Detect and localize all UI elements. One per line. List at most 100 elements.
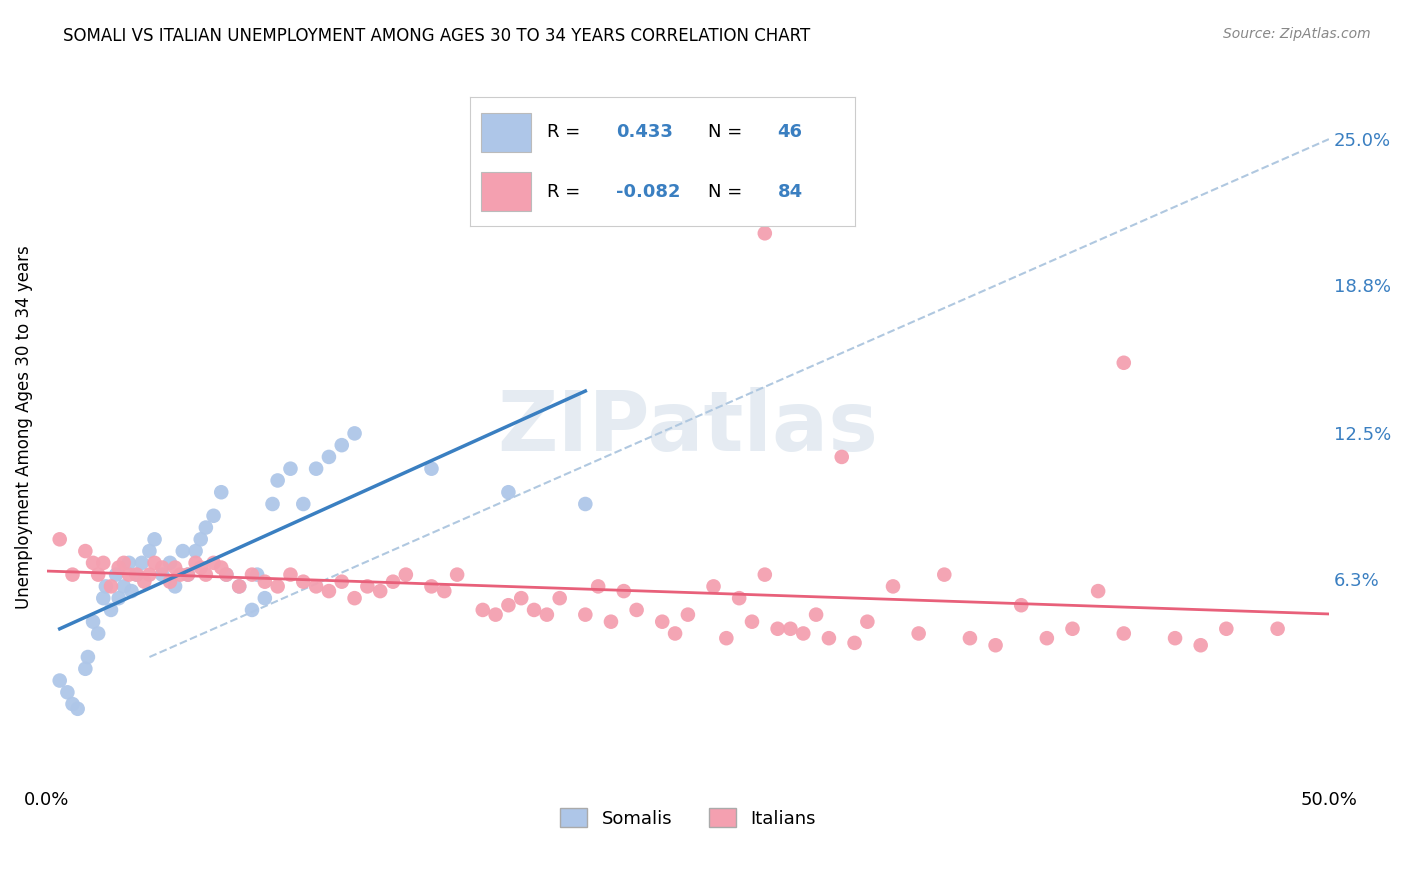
Point [159, 574, 181, 589]
Point [100, 579, 122, 593]
Point [1215, 622, 1237, 636]
Point [420, 579, 443, 593]
Point [280, 567, 302, 582]
Point [165, 560, 187, 574]
Point [343, 426, 366, 441]
Point [75, 544, 97, 558]
Point [134, 574, 156, 589]
Point [292, 574, 315, 589]
Point [831, 450, 853, 464]
Point [138, 567, 160, 582]
Point [318, 584, 340, 599]
Point [907, 626, 929, 640]
Point [82, 615, 104, 629]
Point [766, 622, 789, 636]
Point [87, 626, 110, 640]
Point [754, 227, 776, 241]
Point [107, 591, 129, 606]
Point [1087, 584, 1109, 599]
Point [184, 544, 207, 558]
Point [177, 567, 200, 582]
Point [741, 615, 763, 629]
Point [498, 485, 520, 500]
Point [626, 603, 648, 617]
Point [190, 560, 212, 574]
Point [240, 603, 263, 617]
Point [754, 567, 776, 582]
Point [91, 556, 114, 570]
Point [779, 622, 801, 636]
Point [112, 556, 135, 570]
Point [253, 574, 276, 589]
Point [600, 615, 623, 629]
Point [94, 579, 117, 593]
Point [1189, 638, 1212, 652]
Point [77, 650, 100, 665]
Point [792, 626, 814, 640]
Point [651, 615, 673, 629]
Point [844, 636, 866, 650]
Point [202, 508, 225, 523]
Point [664, 626, 686, 640]
Point [702, 579, 724, 593]
Point [484, 607, 506, 622]
Point [395, 567, 418, 582]
Point [246, 567, 269, 582]
Point [882, 579, 904, 593]
Point [510, 591, 533, 606]
Point [105, 567, 128, 582]
Point [536, 607, 558, 622]
Point [1112, 626, 1135, 640]
Point [266, 579, 288, 593]
Point [107, 560, 129, 574]
Point [728, 591, 751, 606]
Point [330, 438, 353, 452]
Point [48, 673, 70, 688]
Point [368, 584, 391, 599]
Point [62, 567, 84, 582]
Point [194, 520, 217, 534]
Point [498, 599, 520, 613]
Point [118, 556, 141, 570]
Point [1010, 599, 1032, 613]
Point [343, 591, 366, 606]
Point [121, 584, 143, 599]
Point [62, 697, 84, 711]
Point [228, 579, 250, 593]
Point [523, 603, 546, 617]
Point [292, 497, 315, 511]
Legend: Somalis, Italians: Somalis, Italians [553, 801, 823, 835]
Point [280, 461, 302, 475]
Point [150, 567, 173, 582]
Point [548, 591, 571, 606]
Point [165, 579, 187, 593]
Point [240, 567, 263, 582]
Point [91, 591, 114, 606]
Point [586, 579, 609, 593]
Point [190, 533, 212, 547]
Point [131, 556, 153, 570]
Text: ZIPatlas: ZIPatlas [498, 387, 879, 468]
Point [934, 567, 956, 582]
Point [48, 533, 70, 547]
Point [118, 567, 141, 582]
Text: SOMALI VS ITALIAN UNEMPLOYMENT AMONG AGES 30 TO 34 YEARS CORRELATION CHART: SOMALI VS ITALIAN UNEMPLOYMENT AMONG AGE… [63, 27, 810, 45]
Point [676, 607, 699, 622]
Point [1112, 356, 1135, 370]
Point [215, 567, 238, 582]
Point [209, 485, 232, 500]
Point [305, 579, 328, 593]
Point [209, 560, 232, 574]
Point [75, 662, 97, 676]
Point [382, 574, 405, 589]
Point [150, 560, 173, 574]
Point [143, 533, 166, 547]
Point [82, 556, 104, 570]
Y-axis label: Unemployment Among Ages 30 to 34 years: Unemployment Among Ages 30 to 34 years [15, 245, 32, 609]
Point [194, 567, 217, 582]
Point [959, 631, 981, 645]
Text: Source: ZipAtlas.com: Source: ZipAtlas.com [1223, 27, 1371, 41]
Point [184, 556, 207, 570]
Point [433, 584, 456, 599]
Point [125, 567, 148, 582]
